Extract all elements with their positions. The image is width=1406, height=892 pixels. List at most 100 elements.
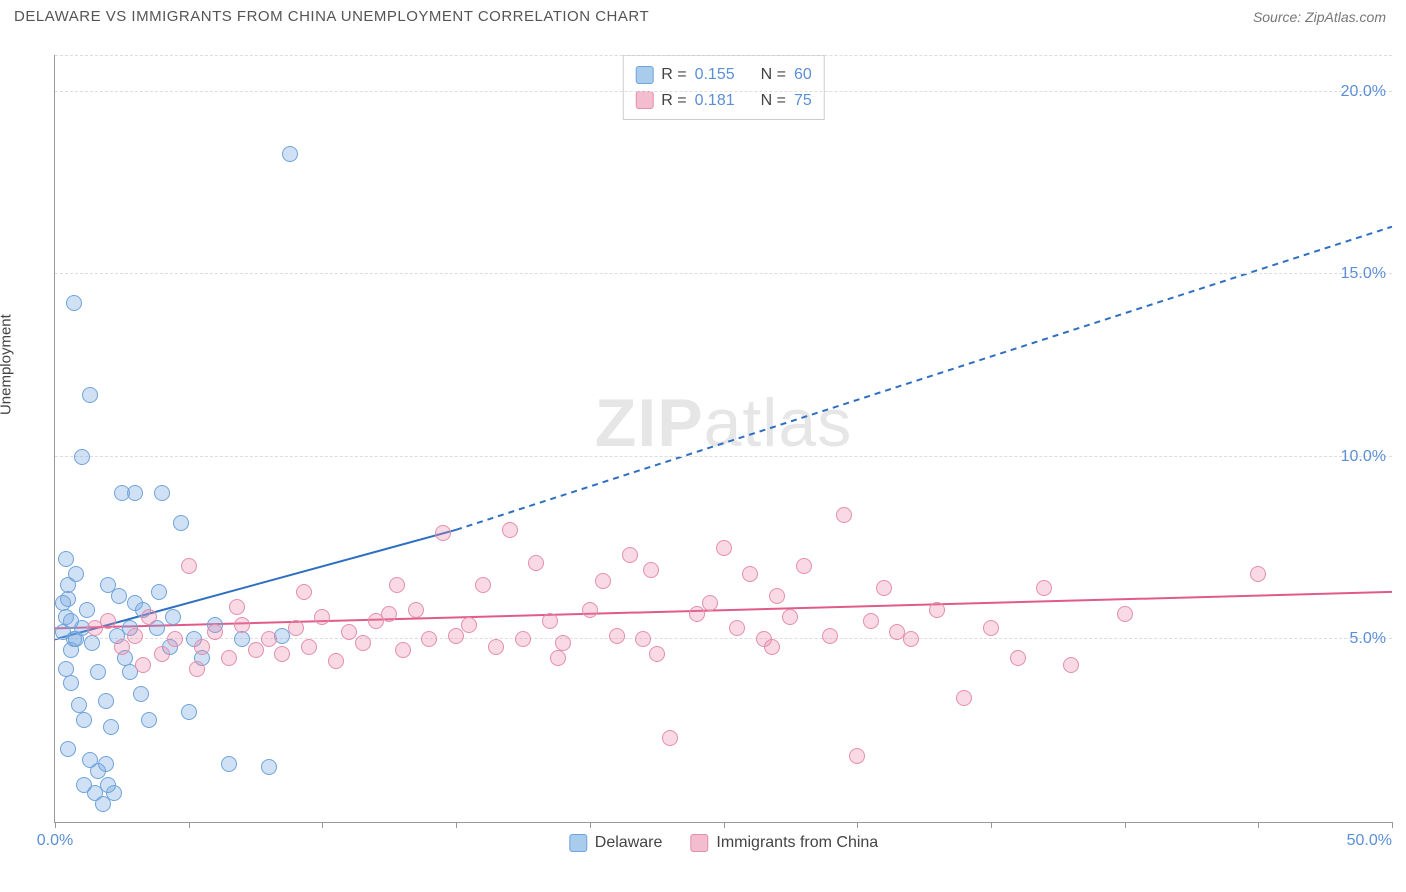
data-point (127, 628, 143, 644)
data-point (929, 602, 945, 618)
data-point (84, 635, 100, 651)
data-point (448, 628, 464, 644)
data-point (355, 635, 371, 651)
data-point (141, 609, 157, 625)
data-point (181, 704, 197, 720)
chart-title: DELAWARE VS IMMIGRANTS FROM CHINA UNEMPL… (14, 8, 649, 25)
data-point (876, 580, 892, 596)
x-tick (189, 822, 190, 828)
x-tick-label: 50.0% (1347, 832, 1392, 850)
legend-swatch-china (690, 834, 708, 852)
data-point (71, 697, 87, 713)
data-point (103, 719, 119, 735)
data-point (229, 599, 245, 615)
data-point (742, 566, 758, 582)
data-point (702, 595, 718, 611)
gridline (55, 638, 1392, 639)
legend-label-china: Immigrants from China (716, 834, 878, 852)
data-point (649, 646, 665, 662)
regression-lines (55, 55, 1392, 822)
data-point (100, 777, 116, 793)
data-point (782, 609, 798, 625)
data-point (1063, 657, 1079, 673)
y-tick-label: 10.0% (1341, 448, 1386, 466)
gridline (55, 456, 1392, 457)
data-point (100, 613, 116, 629)
data-point (234, 617, 250, 633)
data-point (274, 646, 290, 662)
data-point (822, 628, 838, 644)
data-point (234, 631, 250, 647)
data-point (609, 628, 625, 644)
x-tick (991, 822, 992, 828)
data-point (764, 639, 780, 655)
data-point (181, 558, 197, 574)
source-label: Source: ZipAtlas.com (1253, 9, 1386, 25)
data-point (221, 650, 237, 666)
data-point (288, 620, 304, 636)
data-point (314, 609, 330, 625)
bottom-legend: Delaware Immigrants from China (569, 834, 878, 852)
x-tick (1392, 822, 1393, 828)
data-point (82, 387, 98, 403)
data-point (154, 646, 170, 662)
data-point (133, 686, 149, 702)
x-tick (456, 822, 457, 828)
data-point (849, 748, 865, 764)
data-point (1250, 566, 1266, 582)
data-point (956, 690, 972, 706)
data-point (381, 606, 397, 622)
data-point (488, 639, 504, 655)
legend-swatch-delaware (569, 834, 587, 852)
data-point (582, 602, 598, 618)
data-point (135, 657, 151, 673)
chart-container: Unemployment ZIPatlas R = 0.155 N = 60 R… (14, 35, 1392, 878)
data-point (796, 558, 812, 574)
data-point (165, 609, 181, 625)
plot-area: ZIPatlas R = 0.155 N = 60 R = 0.181 N = … (54, 55, 1392, 823)
x-tick (55, 822, 56, 828)
data-point (90, 664, 106, 680)
data-point (63, 613, 79, 629)
data-point (68, 566, 84, 582)
data-point (76, 712, 92, 728)
x-tick (724, 822, 725, 828)
data-point (111, 588, 127, 604)
data-point (528, 555, 544, 571)
data-point (550, 650, 566, 666)
y-tick-label: 15.0% (1341, 265, 1386, 283)
data-point (282, 146, 298, 162)
data-point (769, 588, 785, 604)
data-point (622, 547, 638, 563)
data-point (207, 624, 223, 640)
data-point (173, 515, 189, 531)
y-tick-label: 5.0% (1350, 630, 1386, 648)
data-point (154, 485, 170, 501)
x-tick (1125, 822, 1126, 828)
data-point (68, 631, 84, 647)
data-point (1117, 606, 1133, 622)
data-point (555, 635, 571, 651)
data-point (221, 756, 237, 772)
data-point (63, 675, 79, 691)
data-point (114, 639, 130, 655)
data-point (643, 562, 659, 578)
data-point (889, 624, 905, 640)
data-point (515, 631, 531, 647)
legend-item-china: Immigrants from China (690, 834, 878, 852)
x-tick (1258, 822, 1259, 828)
data-point (595, 573, 611, 589)
data-point (421, 631, 437, 647)
x-tick (322, 822, 323, 828)
data-point (328, 653, 344, 669)
data-point (502, 522, 518, 538)
data-point (189, 661, 205, 677)
legend-item-delaware: Delaware (569, 834, 663, 852)
data-point (389, 577, 405, 593)
regression-line-dashed (456, 227, 1392, 530)
data-point (461, 617, 477, 633)
data-point (261, 759, 277, 775)
gridline (55, 91, 1392, 92)
data-point (296, 584, 312, 600)
data-point (76, 777, 92, 793)
